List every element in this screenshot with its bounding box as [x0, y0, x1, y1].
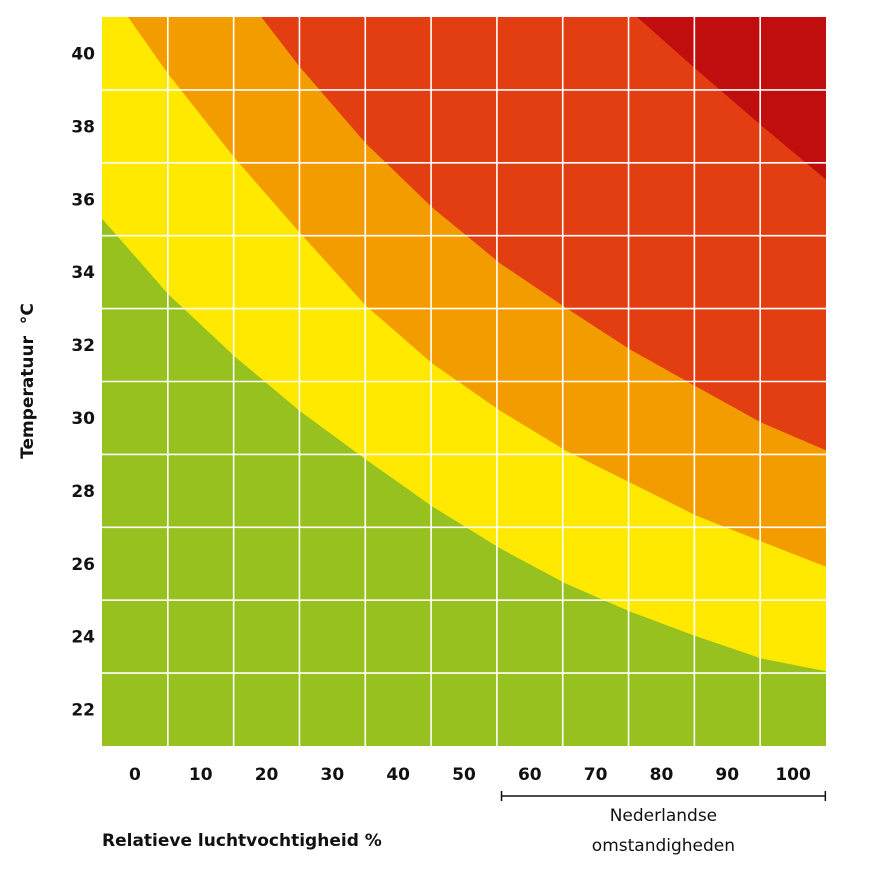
y-tick-label: 24 [71, 628, 95, 648]
x-tick-labels: 0 10 20 30 40 50 60 70 80 90 100 [129, 765, 811, 785]
x-tick-label: 60 [518, 765, 542, 785]
x-tick-label: 90 [715, 765, 739, 785]
x-tick-label: 50 [452, 765, 476, 785]
x-tick-label: 0 [129, 765, 141, 785]
x-axis-label: Relatieve luchtvochtigheid % [102, 831, 382, 851]
y-tick-label: 40 [71, 44, 95, 64]
y-axis-label: Temperatuur °C [18, 303, 38, 459]
y-tick-label: 38 [71, 117, 95, 137]
y-tick-labels: 22 24 26 28 30 32 34 36 38 40 [71, 44, 95, 720]
x-tick-label: 40 [386, 765, 410, 785]
y-tick-label: 28 [71, 482, 95, 502]
annotation-line-2: omstandigheden [592, 836, 735, 856]
y-tick-label: 30 [71, 409, 95, 429]
x-tick-label: 100 [775, 765, 811, 785]
dutch-conditions-bracket [500, 791, 827, 801]
gridlines [102, 17, 826, 746]
y-tick-label: 34 [71, 263, 95, 283]
x-tick-label: 20 [255, 765, 279, 785]
y-tick-label: 22 [71, 701, 95, 721]
zone-red [102, 17, 826, 451]
y-tick-label: 32 [71, 336, 95, 356]
y-tick-label: 26 [71, 555, 95, 575]
x-tick-label: 10 [189, 765, 213, 785]
zone-layer [102, 17, 826, 746]
zone-dark-red [102, 17, 826, 180]
annotation-line-1: Nederlandse [610, 806, 717, 826]
y-tick-label: 36 [71, 190, 95, 210]
x-tick-label: 30 [321, 765, 345, 785]
x-tick-label: 80 [650, 765, 674, 785]
x-tick-label: 70 [584, 765, 608, 785]
